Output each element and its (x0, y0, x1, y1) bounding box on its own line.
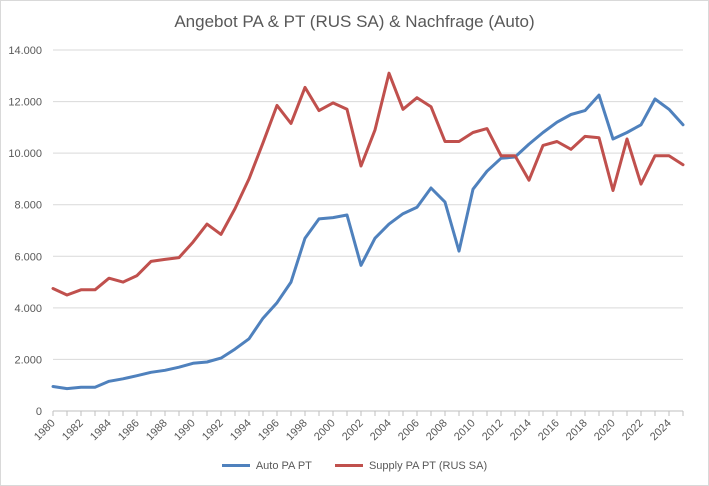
y-tick-label: 4.000 (14, 303, 42, 315)
x-tick-label: 2000 (312, 417, 338, 443)
x-tick-label: 1990 (172, 417, 198, 443)
x-tick-label: 1986 (116, 417, 142, 443)
legend-label-supply: Supply PA PT (RUS SA) (368, 459, 488, 472)
x-tick-label: 1996 (256, 417, 282, 443)
x-axis: 1980 1982 1984 1986 1988 1990 1992 1994 1996 1998… (32, 411, 684, 443)
gridlines (53, 49, 683, 412)
y-tick-label: 6.000 (14, 251, 42, 263)
chart-title: Angebot PA & PT (RUS SA) & Nachfrage (Au… (174, 12, 535, 31)
legend-swatch-auto (221, 464, 250, 467)
y-tick-label: 12.000 (8, 97, 42, 109)
x-tick-label: 1984 (88, 417, 114, 443)
series-line-auto (51, 93, 685, 391)
x-tick-label: 2018 (564, 417, 590, 443)
legend-label-auto: Auto PA PT (255, 459, 312, 472)
chart-legend: Auto PA PT Supply PA PT (RUS SA) (0, 458, 709, 472)
x-tick-label: 1994 (228, 417, 254, 443)
legend-swatch-supply (334, 464, 363, 467)
x-tick-label: 2022 (620, 417, 646, 443)
x-tick-label: 2008 (424, 417, 450, 443)
x-tick-label: 1988 (144, 417, 170, 443)
y-tick-label: 14.000 (8, 45, 42, 57)
y-tick-label: 10.000 (8, 148, 42, 160)
x-tick-label: 1992 (200, 417, 226, 443)
series-line-supply (51, 71, 685, 297)
y-axis-ticks: 0 2.000 4.000 6.000 8.000 10.000 12.000 14.000 (8, 45, 42, 418)
x-tick-label: 2016 (536, 417, 562, 443)
x-tick-label: 2004 (368, 417, 394, 443)
x-tick-label: 1998 (284, 417, 310, 443)
x-tick-label: 1982 (60, 417, 86, 443)
legend-item-supply: Supply PA PT (RUS SA) (334, 459, 488, 472)
x-tick-label: 2014 (508, 417, 534, 443)
y-tick-label: 8.000 (14, 200, 42, 212)
x-tick-label: 2012 (480, 417, 506, 443)
x-tick-label: 2024 (648, 417, 674, 443)
x-tick-label: 1980 (32, 417, 58, 443)
x-tick-label: 2002 (340, 417, 366, 443)
y-tick-label: 2.000 (14, 354, 42, 366)
series-lines (51, 71, 685, 391)
x-tick-label: 2010 (452, 417, 478, 443)
legend-item-auto: Auto PA PT (221, 459, 312, 472)
y-tick-label: 0 (36, 406, 42, 418)
x-tick-label: 2006 (396, 417, 422, 443)
x-tick-label: 2020 (592, 417, 618, 443)
